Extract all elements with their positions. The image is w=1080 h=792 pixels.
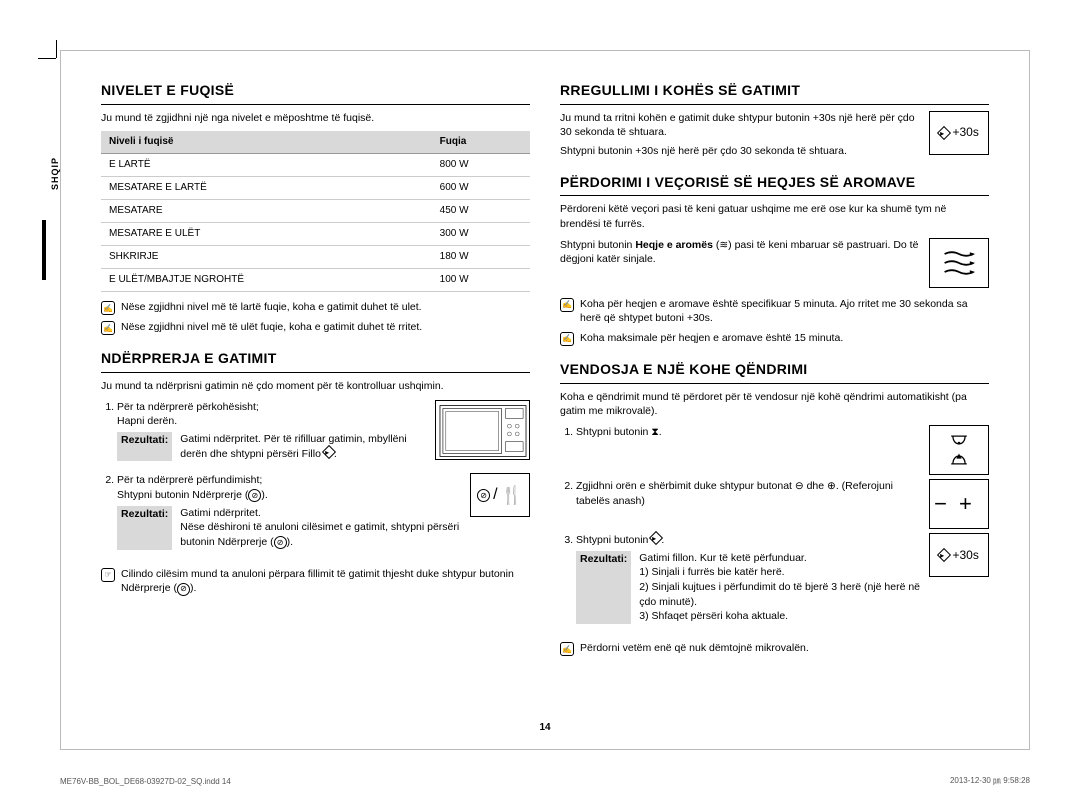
note-text: Koha për heqjen e aromave është specifik… [580, 297, 989, 326]
result-label: Rezultati: [117, 506, 172, 550]
heading-power-levels: NIVELET E FUQISË [101, 81, 530, 105]
stop-button-illustration: ⊘ / 🍴 [470, 473, 530, 517]
stop-icon: ⊘ [248, 489, 261, 502]
table-cell: 300 W [432, 223, 530, 246]
steps-list: Zgjidhni orën e shërbimit duke shtypur b… [576, 479, 989, 514]
tip-icon: ☞ [101, 568, 115, 582]
right-column: RREGULLIMI I KOHËS SË GATIMIT +30s Ju mu… [560, 81, 989, 729]
note-icon: ✍ [101, 301, 115, 315]
heading-deodorize: PËRDORIMI I VEÇORISË SË HEQJES SË AROMAV… [560, 173, 989, 197]
note-icon: ✍ [101, 321, 115, 335]
language-tab: SHQIP [42, 170, 60, 280]
body-text: Shtypni butonin Heqje e aromës (≋) pasi … [560, 238, 989, 267]
list-item: Për ta ndërprerë përfundimisht; Shtypni … [117, 473, 530, 555]
note: ☞ Cilindo cilësim mund ta anuloni përpar… [101, 567, 530, 596]
intro-text: Ju mund ta ndërprisni gatimin në çdo mom… [101, 379, 530, 394]
step-text: Shtypni butonin Ndërprerje (⊘). [117, 489, 268, 501]
plus30s-button-illustration: +30s [929, 533, 989, 577]
power-table: Niveli i fuqisë Fuqia E LARTË800 W MESAT… [101, 131, 530, 292]
minus-plus-icon: −+ [934, 489, 984, 520]
waves-small-icon: ≋ [719, 239, 728, 251]
list-item: Zgjidhni orën e shërbimit duke shtypur b… [576, 479, 989, 514]
start-icon [937, 548, 951, 562]
heading-stop-cooking: NDËRPRERJA E GATIMIT [101, 349, 530, 373]
step-text: Shtypni butonin [576, 534, 648, 546]
step-text: Hapni derën. [117, 415, 177, 427]
step-text: Zgjidhni orën e shërbimit duke shtypur b… [576, 480, 893, 507]
note-text: Nëse zgjidhni nivel më të ulët fuqie, ko… [121, 320, 422, 335]
note-text: Koha maksimale për heqjen e aromave ësht… [580, 331, 843, 346]
start-icon [322, 445, 336, 459]
step-text: Për ta ndërprerë përfundimisht; [117, 474, 262, 486]
note-text: Nëse zgjidhni nivel më të lartë fuqie, k… [121, 300, 422, 315]
minus-plus-box: −+ [929, 479, 989, 529]
note-icon: ✍ [560, 298, 574, 312]
table-cell: 100 W [432, 269, 530, 292]
result-label: Rezultati: [117, 432, 172, 461]
button-label: +30s [952, 547, 978, 564]
heading-stand-time: VENDOSJA E NJË KOHE QËNDRIMI [560, 360, 989, 384]
table-cell: E ULËT/MBAJTJE NGROHTË [101, 269, 432, 292]
deodorize-icon-box [929, 238, 989, 288]
body-text: Ju mund ta rritni kohën e gatimit duke s… [560, 111, 989, 140]
button-label: +30s [952, 124, 978, 141]
note: ✍ Përdorni vetëm enë që nuk dëmtojnë mik… [560, 641, 989, 656]
steps-list: Shtypni butonin . Rezultati: Gatimi fill… [576, 533, 989, 630]
note: ✍ Nëse zgjidhni nivel më të ulët fuqie, … [101, 320, 530, 335]
step-text: Për ta ndërprerë përkohësisht; [117, 401, 259, 413]
list-item: Shtypni butonin . Rezultati: Gatimi fill… [576, 533, 989, 630]
table-cell: 450 W [432, 200, 530, 223]
table-cell: MESATARE [101, 200, 432, 223]
table-header: Niveli i fuqisë [101, 131, 432, 154]
plus30s-button-illustration: +30s [929, 111, 989, 155]
left-column: NIVELET E FUQISË Ju mund të zgjidhni një… [101, 81, 530, 729]
note: ✍ Nëse zgjidhni nivel më të lartë fuqie,… [101, 300, 530, 315]
result-text: Gatimi fillon. Kur të ketë përfunduar. 1… [639, 551, 921, 624]
table-cell: MESATARE E ULËT [101, 223, 432, 246]
result-text: Gatimi ndërpritet. Nëse dëshironi të anu… [180, 506, 462, 550]
steps-list: Për ta ndërprerë përfundimisht; Shtypni … [117, 473, 530, 555]
step-text: Shtypni butonin [576, 426, 648, 438]
crop-mark [38, 58, 56, 59]
steps-list: Shtypni butonin ⧗. [576, 425, 989, 446]
note: ✍ Koha për heqjen e aromave është specif… [560, 297, 989, 326]
footer-filename: ME76V-BB_BOL_DE68-03927D-02_SQ.indd 14 [60, 777, 231, 786]
heading-adjust-time: RREGULLIMI I KOHËS SË GATIMIT [560, 81, 989, 105]
body-text: Përdoreni këtë veçori pasi të keni gatua… [560, 202, 989, 231]
table-cell: 600 W [432, 177, 530, 200]
timer-icon-box [929, 425, 989, 475]
intro-text: Ju mund të zgjidhni një nga nivelet e më… [101, 111, 530, 126]
hourglass-icon [946, 432, 972, 468]
table-header: Fuqia [432, 131, 530, 154]
note-text: Cilindo cilësim mund ta anuloni përpara … [121, 567, 530, 596]
note-icon: ✍ [560, 332, 574, 346]
list-item: Shtypni butonin ⧗. [576, 425, 989, 446]
table-cell: 800 W [432, 154, 530, 177]
stop-icon: ⊘ [177, 583, 190, 596]
page-number: 14 [61, 722, 1029, 733]
body-text: Koha e qëndrimit mund të përdoret për të… [560, 390, 989, 419]
table-cell: SHKRIRJE [101, 246, 432, 269]
start-icon [649, 531, 663, 545]
stop-icon: ⊘ [274, 536, 287, 549]
body-text: Shtypni butonin +30s një herë për çdo 30… [560, 144, 989, 159]
microwave-illustration [435, 400, 530, 460]
note-text: Përdorni vetëm enë që nuk dëmtojnë mikro… [580, 641, 809, 656]
table-cell: E LARTË [101, 154, 432, 177]
start-icon [937, 126, 951, 140]
result-label: Rezultati: [576, 551, 631, 624]
fork-icon: 🍴 [501, 483, 523, 508]
hourglass-small-icon: ⧗ [651, 426, 658, 438]
note-icon: ✍ [560, 642, 574, 656]
table-cell: MESATARE E LARTË [101, 177, 432, 200]
waves-icon [941, 245, 977, 281]
result-text: Gatimi ndërpritet. Për të rifilluar gati… [180, 432, 427, 461]
manual-page: NIVELET E FUQISË Ju mund të zgjidhni një… [60, 50, 1030, 750]
stop-icon: ⊘ [477, 489, 490, 502]
footer-timestamp: 2013-12-30 ㏘ 9:58:28 [950, 775, 1030, 786]
note: ✍ Koha maksimale për heqjen e aromave ës… [560, 331, 989, 346]
crop-mark [56, 40, 57, 58]
table-cell: 180 W [432, 246, 530, 269]
